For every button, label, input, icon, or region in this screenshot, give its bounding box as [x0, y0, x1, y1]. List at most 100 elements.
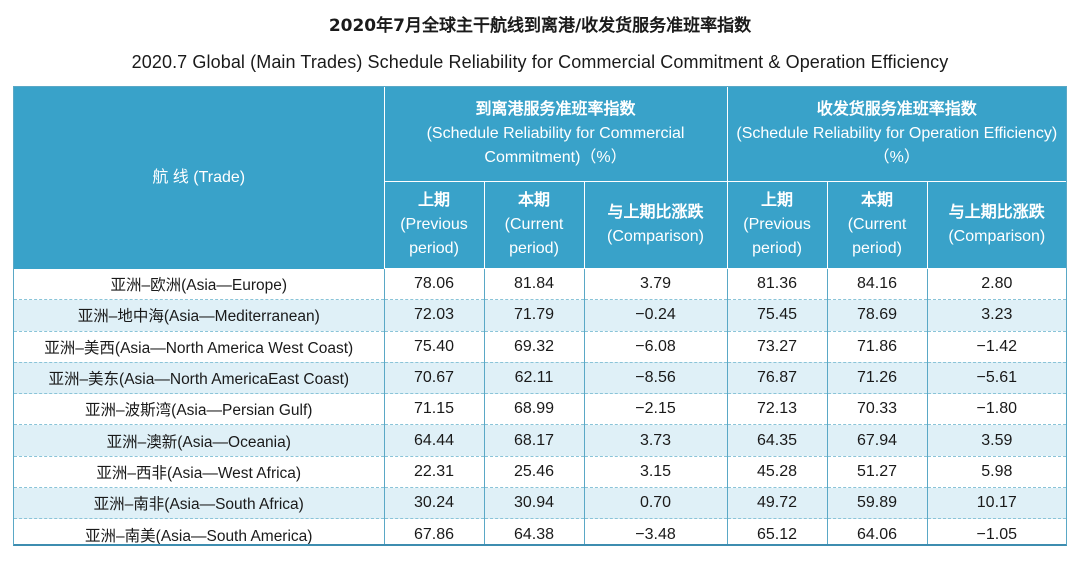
commercial-group-title-en: (Schedule Reliability for Commercial Com…	[426, 125, 685, 166]
commercial-comparison-cell: −0.24	[584, 299, 728, 332]
table-body: 亚洲–欧洲(Asia—Europe) 78.06 81.84 3.79 81.3…	[14, 268, 1066, 544]
operation-current-cell: 78.69	[827, 299, 928, 332]
operation-comparison-cell: −5.61	[927, 362, 1066, 395]
commercial-previous-cell: 30.24	[384, 487, 485, 520]
table-row: 亚洲–南非(Asia—South Africa) 30.24 30.94 0.7…	[14, 487, 1066, 520]
commercial-current-cell: 64.38	[484, 518, 585, 544]
operation-current-cell: 71.26	[827, 362, 928, 395]
operation-previous-cell: 65.12	[727, 518, 828, 544]
trade-cell: 亚洲–欧洲(Asia—Europe)	[14, 268, 385, 301]
operation-previous-cell: 49.72	[727, 487, 828, 520]
operation-comparison-cell: 3.59	[927, 424, 1066, 457]
operation-comparison-cell: 2.80	[927, 268, 1066, 301]
operation-previous-cell: 76.87	[727, 362, 828, 395]
operation-group-title-en: (Schedule Reliability for Operation Effi…	[736, 125, 1058, 166]
operation-previous-header: 上期 (Previous period)	[727, 181, 828, 269]
table-row: 亚洲–南美(Asia—South America) 67.86 64.38 −3…	[14, 518, 1066, 544]
trade-cell: 亚洲–澳新(Asia—Oceania)	[14, 424, 385, 457]
operation-current-cell: 64.06	[827, 518, 928, 544]
commercial-comparison-cell: −6.08	[584, 331, 728, 363]
commercial-comparison-cell: −3.48	[584, 518, 728, 544]
commercial-comparison-cell: 0.70	[584, 487, 728, 520]
operation-group-title-cn: 收发货服务准班率指数	[816, 101, 977, 118]
page-title-cn: 2020年7月全球主干航线到离港/收发货服务准班率指数	[328, 16, 752, 36]
previous-label-cn: 上期	[761, 192, 794, 209]
commercial-previous-cell: 70.67	[384, 362, 485, 395]
commercial-comparison-cell: 3.73	[584, 424, 728, 457]
trade-cell: 亚洲–美西(Asia—North America West Coast)	[14, 331, 385, 363]
current-label-cn: 本期	[861, 192, 894, 209]
commercial-comparison-cell: 3.15	[584, 456, 728, 489]
reliability-table-container: 航 线 (Trade) 到离港服务准班率指数 (Schedule Reliabi…	[13, 86, 1067, 546]
operation-group-header: 收发货服务准班率指数 (Schedule Reliability for Ope…	[727, 87, 1066, 182]
comparison-label-cn: 与上期比涨跌	[948, 204, 1045, 221]
operation-current-cell: 70.33	[827, 393, 928, 426]
operation-comparison-cell: 5.98	[927, 456, 1066, 489]
previous-label-en: (Previous period)	[743, 216, 811, 257]
commercial-group-header: 到离港服务准班率指数 (Schedule Reliability for Com…	[384, 87, 728, 182]
commercial-previous-header: 上期 (Previous period)	[384, 181, 485, 269]
commercial-current-cell: 69.32	[484, 331, 585, 363]
table-row: 亚洲–波斯湾(Asia—Persian Gulf) 71.15 68.99 −2…	[14, 393, 1066, 426]
trade-cell: 亚洲–西非(Asia—West Africa)	[14, 456, 385, 489]
operation-current-cell: 51.27	[827, 456, 928, 489]
table-row: 亚洲–地中海(Asia—Mediterranean) 72.03 71.79 −…	[14, 299, 1066, 332]
commercial-comparison-cell: 3.79	[584, 268, 728, 301]
commercial-previous-cell: 72.03	[384, 299, 485, 332]
commercial-previous-cell: 75.40	[384, 331, 485, 363]
trade-column-header: 航 线 (Trade)	[14, 87, 385, 269]
comparison-label-cn: 与上期比涨跌	[607, 204, 704, 221]
commercial-current-cell: 71.79	[484, 299, 585, 332]
operation-current-cell: 59.89	[827, 487, 928, 520]
commercial-current-cell: 68.17	[484, 424, 585, 457]
table-row: 亚洲–西非(Asia—West Africa) 22.31 25.46 3.15…	[14, 456, 1066, 489]
trade-cell: 亚洲–南美(Asia—South America)	[14, 518, 385, 544]
commercial-previous-cell: 78.06	[384, 268, 485, 301]
table-header: 航 线 (Trade) 到离港服务准班率指数 (Schedule Reliabi…	[14, 87, 1066, 269]
current-label-cn: 本期	[517, 192, 550, 209]
operation-comparison-cell: −1.80	[927, 393, 1066, 426]
commercial-current-cell: 68.99	[484, 393, 585, 426]
page-title-en: 2020.7 Global (Main Trades) Schedule Rel…	[131, 52, 949, 72]
reliability-table: 航 线 (Trade) 到离港服务准班率指数 (Schedule Reliabi…	[14, 87, 1066, 544]
trade-cell: 亚洲–南非(Asia—South Africa)	[14, 487, 385, 520]
table-row: 亚洲–美东(Asia—North AmericaEast Coast) 70.6…	[14, 362, 1066, 395]
operation-previous-cell: 45.28	[727, 456, 828, 489]
operation-current-cell: 84.16	[827, 268, 928, 301]
operation-comparison-header: 与上期比涨跌 (Comparison)	[927, 181, 1066, 269]
commercial-previous-cell: 71.15	[384, 393, 485, 426]
commercial-previous-cell: 64.44	[384, 424, 485, 457]
operation-comparison-cell: −1.42	[927, 331, 1066, 363]
operation-comparison-cell: 10.17	[927, 487, 1066, 520]
operation-previous-cell: 81.36	[727, 268, 828, 301]
commercial-previous-cell: 22.31	[384, 456, 485, 489]
commercial-current-cell: 62.11	[484, 362, 585, 395]
comparison-label-en: (Comparison)	[607, 228, 704, 245]
operation-previous-cell: 64.35	[727, 424, 828, 457]
operation-comparison-cell: 3.23	[927, 299, 1066, 332]
commercial-current-header: 本期 (Current period)	[484, 181, 585, 269]
table-row: 亚洲–欧洲(Asia—Europe) 78.06 81.84 3.79 81.3…	[14, 268, 1066, 301]
commercial-comparison-cell: −2.15	[584, 393, 728, 426]
commercial-current-cell: 30.94	[484, 487, 585, 520]
commercial-current-cell: 25.46	[484, 456, 585, 489]
trade-cell: 亚洲–美东(Asia—North AmericaEast Coast)	[14, 362, 385, 395]
current-label-en: (Current period)	[504, 216, 564, 257]
commercial-comparison-cell: −8.56	[584, 362, 728, 395]
operation-previous-cell: 72.13	[727, 393, 828, 426]
operation-comparison-cell: −1.05	[927, 518, 1066, 544]
commercial-previous-cell: 67.86	[384, 518, 485, 544]
operation-current-cell: 71.86	[827, 331, 928, 363]
trade-cell: 亚洲–地中海(Asia—Mediterranean)	[14, 299, 385, 332]
commercial-group-title-cn: 到离港服务准班率指数	[475, 101, 636, 118]
operation-previous-cell: 73.27	[727, 331, 828, 363]
table-row: 亚洲–美西(Asia—North America West Coast) 75.…	[14, 331, 1066, 363]
previous-label-cn: 上期	[417, 192, 450, 209]
commercial-current-cell: 81.84	[484, 268, 585, 301]
current-label-en: (Current period)	[847, 216, 907, 257]
previous-label-en: (Previous period)	[400, 216, 468, 257]
table-row: 亚洲–澳新(Asia—Oceania) 64.44 68.17 3.73 64.…	[14, 424, 1066, 457]
operation-current-header: 本期 (Current period)	[827, 181, 928, 269]
comparison-label-en: (Comparison)	[948, 228, 1046, 245]
operation-current-cell: 67.94	[827, 424, 928, 457]
